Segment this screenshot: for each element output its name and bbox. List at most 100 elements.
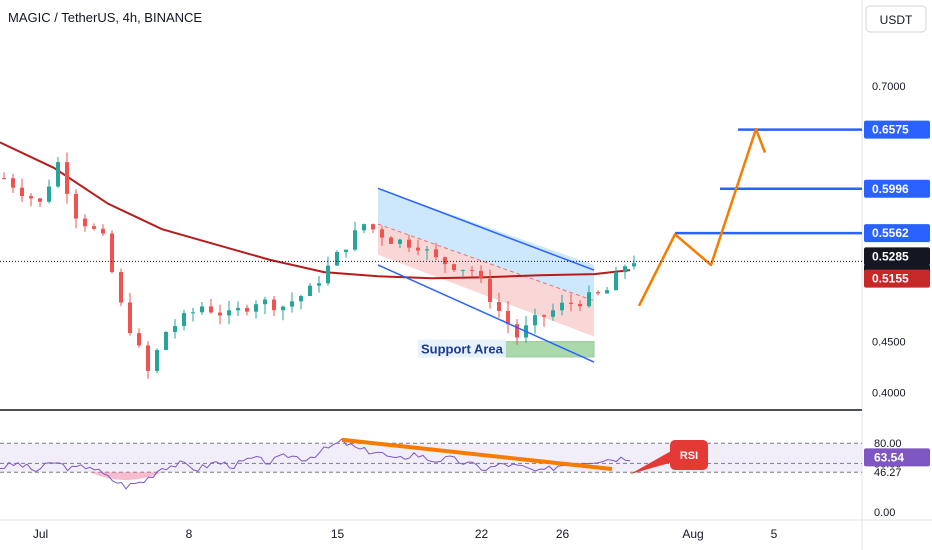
candle-body: [398, 239, 402, 244]
candle-body: [110, 233, 114, 273]
candle-body: [173, 326, 177, 332]
candle-body: [155, 349, 159, 371]
candle-body: [425, 249, 429, 251]
candle-body: [290, 301, 294, 307]
moving-average-line: [0, 141, 631, 280]
candle-body: [308, 285, 312, 297]
candle-body: [146, 345, 150, 371]
drawing-layer-back: Support Area: [377, 188, 595, 358]
candle-body: [434, 249, 438, 258]
drawing-layer-front[interactable]: [0, 127, 862, 363]
candle-body: [263, 299, 267, 305]
candle-body: [191, 312, 195, 314]
rsi-value-label: 63.54: [874, 450, 904, 464]
candle-body: [47, 186, 51, 202]
candle-body: [272, 299, 276, 311]
candle-body: [74, 193, 78, 219]
time-tick-label: 15: [331, 527, 345, 541]
rsi-tick-label: 80.00: [874, 438, 902, 450]
time-tick-label: Jul: [33, 527, 48, 541]
candle-body: [209, 306, 213, 313]
price-label-bg: [864, 269, 930, 288]
projection-path[interactable]: [637, 127, 767, 307]
candle-body: [470, 269, 474, 271]
candle-body: [83, 218, 87, 227]
candle-body: [515, 324, 519, 338]
candle-body: [245, 307, 249, 312]
candle-body: [371, 224, 375, 230]
candle-body: [551, 310, 555, 317]
price-axis[interactable]: 0.70000.45000.40000.65000.65750.59960.55…: [864, 81, 930, 519]
candle-body: [407, 239, 411, 248]
candle-body: [65, 162, 69, 194]
rsi-badge[interactable]: [670, 440, 708, 470]
candle-body: [452, 264, 456, 271]
rsi-line: [0, 438, 631, 490]
candle-body: [227, 310, 231, 316]
time-tick-label: 8: [186, 527, 193, 541]
candle-body: [506, 310, 510, 325]
candle-body: [119, 272, 123, 303]
candle-body: [497, 301, 501, 311]
channel-target-zone: [378, 188, 594, 301]
candle-body: [317, 283, 321, 286]
price-tick-label: 0.4500: [872, 337, 906, 349]
price-label: 0.5996: [872, 182, 909, 196]
candle-body: [362, 224, 366, 231]
currency-button-label[interactable]: USDT: [880, 13, 913, 27]
time-tick-label: 5: [771, 527, 778, 541]
candle-body: [254, 304, 258, 312]
candle-body: [182, 313, 186, 327]
rsi-oversold-fill: [90, 472, 162, 481]
candle-body: [56, 162, 60, 187]
channel-midline: [377, 223, 595, 302]
candle-body: [335, 251, 339, 266]
time-tick-label: Aug: [682, 527, 703, 541]
candle-body: [164, 331, 168, 350]
channel-lower-line[interactable]: [377, 264, 595, 363]
rsi-divergence-trendline[interactable]: [341, 437, 613, 471]
candle-body: [92, 226, 96, 229]
candle-body: [479, 270, 483, 279]
candle-body: [344, 249, 348, 252]
candle-body: [218, 312, 222, 316]
moving-average-layer: [0, 141, 631, 280]
rsi-badge-label: RSI: [680, 450, 698, 462]
candle-body: [614, 272, 618, 291]
candle-body: [596, 292, 600, 294]
channel-upper-line[interactable]: [377, 187, 595, 271]
price-tick-label: 0.4000: [872, 388, 906, 400]
price-tick-label: 0.7000: [872, 81, 906, 93]
time-tick-label: 26: [556, 527, 570, 541]
price-label-bg: [864, 179, 930, 198]
symbol-title: MAGIC / TetherUS, 4h, BINANCE: [8, 10, 202, 25]
candle-body: [380, 229, 384, 238]
candle-body: [20, 187, 24, 197]
candle-body: [542, 315, 546, 317]
price-label: 0.6575: [872, 123, 909, 137]
rsi-pane: RSI: [0, 437, 862, 490]
candle-body: [578, 303, 582, 307]
candle-body: [560, 302, 564, 311]
rsi-tick-label: 0.00: [874, 507, 895, 519]
candle-body: [461, 269, 465, 271]
candle-body: [101, 228, 105, 234]
candle-body: [38, 198, 42, 202]
candle-body: [236, 307, 240, 311]
candle-body: [200, 306, 204, 313]
time-axis[interactable]: Jul 8 15 22 26 Aug 5: [33, 527, 778, 541]
rsi-value-label-bg: [864, 448, 930, 467]
price-label-bg: [864, 120, 930, 139]
candle-body: [11, 178, 15, 188]
currency-button[interactable]: [865, 5, 927, 33]
candle-body: [389, 237, 393, 244]
candle-body: [632, 263, 636, 267]
candle-body: [605, 290, 609, 294]
candle-body: [623, 266, 627, 273]
price-label: 0.5285: [872, 249, 909, 263]
candle-body: [533, 315, 537, 326]
candle-body: [569, 302, 573, 304]
candle-body: [326, 265, 330, 284]
